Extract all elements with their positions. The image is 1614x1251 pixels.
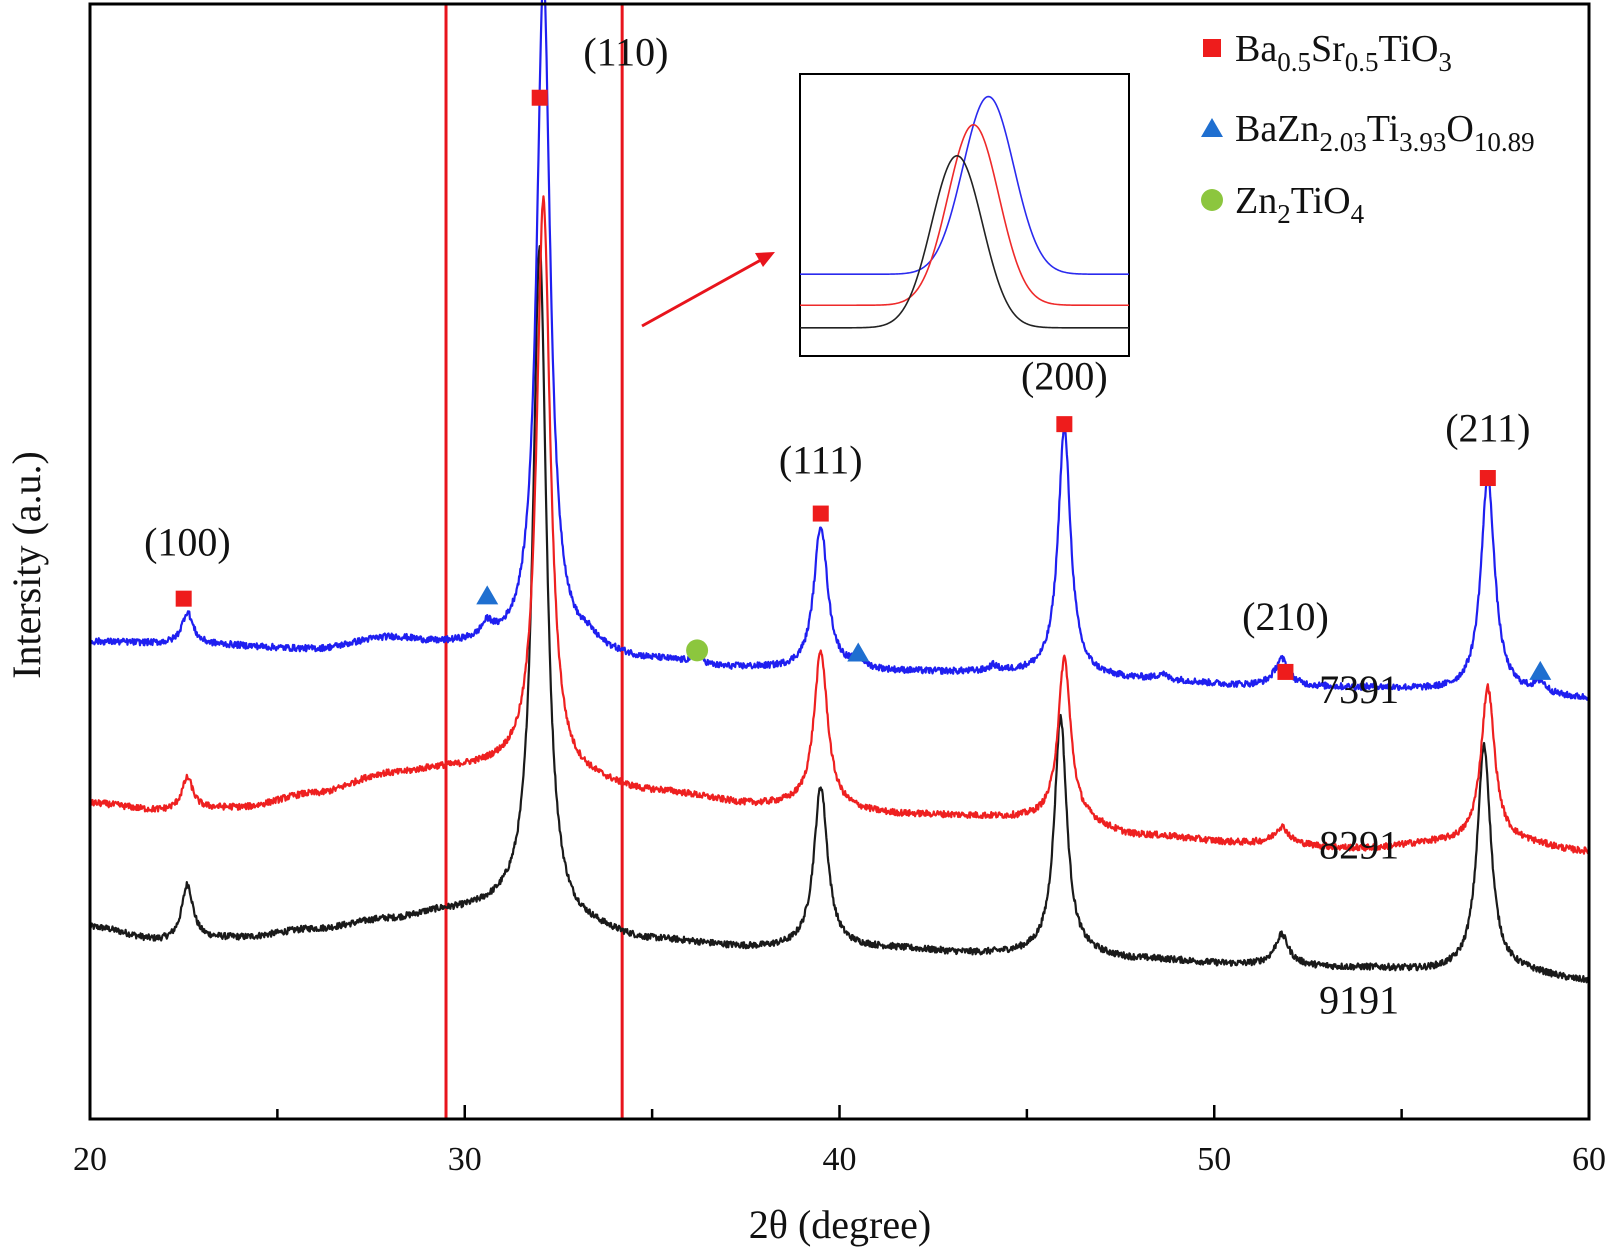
inset-series-9191 bbox=[800, 154, 1129, 329]
inset-series-8291 bbox=[800, 123, 1129, 307]
annotations-layer: (100) (110) (111) (200) (210) (211) 7391 8291 91… bbox=[144, 29, 1552, 1022]
legend-text-part: Ba bbox=[1235, 28, 1277, 70]
legend-label: Ba0.5Sr0.5TiO3 bbox=[1235, 28, 1452, 77]
phase-marker-square bbox=[812, 505, 829, 522]
legend-label: BaZn2.03Ti3.93O10.89 bbox=[1235, 108, 1535, 157]
series-line-8291 bbox=[89, 195, 1591, 855]
legend-subscript: 2 bbox=[1277, 199, 1291, 229]
series-line-7391 bbox=[88, 0, 1590, 701]
legend-subscript: 4 bbox=[1351, 199, 1365, 229]
sample-label-8291: 8291 bbox=[1319, 822, 1399, 867]
legend: Ba0.5Sr0.5TiO3BaZn2.03Ti3.93O10.89Zn2TiO… bbox=[1201, 28, 1535, 229]
phase-marker-triangle bbox=[476, 585, 499, 605]
legend-marker-triangle bbox=[1201, 118, 1223, 137]
legend-subscript: 3.93 bbox=[1399, 127, 1446, 157]
legend-text-part: TiO bbox=[1379, 28, 1439, 70]
phase-marker-circle bbox=[686, 639, 709, 662]
phase-marker-square bbox=[1056, 416, 1073, 433]
legend-subscript: 0.5 bbox=[1277, 47, 1311, 77]
phase-marker-square bbox=[1479, 470, 1496, 487]
sample-label-7391: 7391 bbox=[1319, 667, 1399, 712]
highlight-layer bbox=[444, 2, 624, 1121]
miller-index-label: (110) bbox=[583, 29, 668, 74]
phase-marker-square bbox=[531, 89, 548, 106]
x-ticks: 20 30 40 50 60 bbox=[73, 1105, 1606, 1178]
legend-subscript: 0.5 bbox=[1345, 47, 1379, 77]
miller-index-label: (210) bbox=[1242, 594, 1329, 639]
legend-text-part: Zn bbox=[1235, 180, 1277, 222]
inset-series-7391 bbox=[800, 95, 1129, 276]
legend-label: Zn2TiO4 bbox=[1235, 180, 1365, 229]
x-tick-label: 20 bbox=[73, 1141, 107, 1178]
x-tick-label: 50 bbox=[1197, 1141, 1231, 1178]
phase-marker-triangle bbox=[847, 642, 870, 662]
legend-text-part: BaZn bbox=[1235, 108, 1319, 150]
miller-index-label: (211) bbox=[1445, 405, 1530, 450]
legend-marker-square bbox=[1203, 39, 1221, 57]
inset-plot bbox=[799, 73, 1130, 357]
x-axis-label: 2θ (degree) bbox=[749, 1202, 931, 1247]
inset-arrow-line bbox=[641, 254, 770, 328]
legend-subscript: 10.89 bbox=[1474, 127, 1535, 157]
x-tick-label: 40 bbox=[823, 1141, 857, 1178]
legend-text-part: Sr bbox=[1311, 28, 1345, 70]
miller-index-label: (111) bbox=[779, 438, 863, 483]
x-tick-label: 30 bbox=[448, 1141, 482, 1178]
inset-arrow-head bbox=[755, 252, 775, 267]
legend-marker-circle bbox=[1201, 189, 1223, 211]
x-tick-label: 60 bbox=[1572, 1141, 1606, 1178]
legend-text-part: Ti bbox=[1367, 108, 1399, 150]
inset-frame bbox=[799, 73, 1130, 357]
phase-marker-square bbox=[1277, 663, 1294, 680]
legend-subscript: 3 bbox=[1438, 47, 1452, 77]
legend-subscript: 2.03 bbox=[1319, 127, 1366, 157]
highlight-box bbox=[444, 2, 624, 1121]
series-layer bbox=[88, 0, 1591, 984]
miller-index-label: (200) bbox=[1021, 354, 1108, 399]
phase-marker-square bbox=[175, 590, 192, 607]
y-axis-label: Intersity (a.u.) bbox=[4, 451, 49, 679]
legend-text-part: O bbox=[1446, 108, 1473, 150]
miller-index-label: (100) bbox=[144, 520, 231, 565]
sample-label-9191: 9191 bbox=[1319, 977, 1399, 1022]
phase-marker-triangle bbox=[1529, 660, 1552, 680]
series-line-9191 bbox=[88, 245, 1590, 984]
legend-text-part: TiO bbox=[1291, 180, 1351, 222]
